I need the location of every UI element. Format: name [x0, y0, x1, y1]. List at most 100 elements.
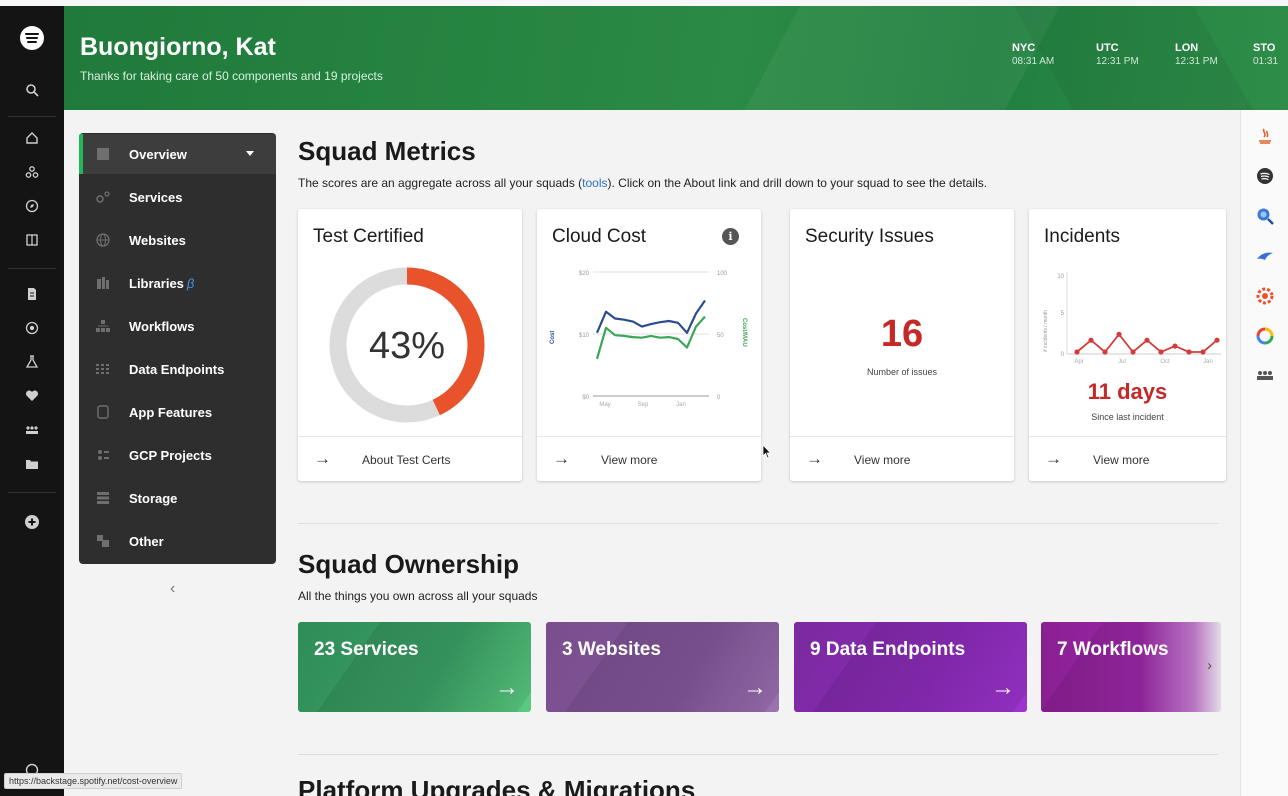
- squad-metrics-description: The scores are an aggregate across all y…: [298, 176, 987, 190]
- search-plugin-icon[interactable]: [1255, 206, 1275, 226]
- card-footer[interactable]: → About Test Certs: [298, 436, 522, 481]
- docs-icon[interactable]: [20, 228, 44, 252]
- beta-badge: β: [186, 275, 195, 291]
- other-icon: [95, 534, 111, 548]
- flask-icon[interactable]: [20, 350, 44, 374]
- folder-icon[interactable]: [20, 452, 44, 476]
- cloud-cost-chart: $20 100 $10 50 $0 0 May Sep Jan Cost Cost/MAU: [550, 271, 747, 408]
- chevron-down-icon[interactable]: [246, 151, 254, 156]
- view-more-link[interactable]: View more: [854, 453, 911, 467]
- page-header: Buongiorno, Kat Thanks for taking care o…: [64, 6, 1288, 110]
- spotify-plugin-icon[interactable]: [1255, 166, 1275, 186]
- clock-utc: UTC 12:31 PM: [1096, 42, 1156, 67]
- card-footer[interactable]: → View more: [1029, 436, 1226, 481]
- squads-icon[interactable]: [20, 418, 44, 442]
- overview-icon: [95, 147, 111, 161]
- sidebar-item-label: Storage: [129, 490, 178, 506]
- sidebar-item-storage[interactable]: Storage: [79, 478, 276, 518]
- home-icon[interactable]: [20, 126, 44, 150]
- sidebar-nav: Overview Services Websites Libraries β Wo…: [79, 133, 276, 564]
- chevron-right-icon[interactable]: ›: [1207, 657, 1212, 674]
- compass-icon[interactable]: [20, 194, 44, 218]
- google-plugin-icon[interactable]: [1255, 326, 1275, 346]
- arrow-right-icon: →: [991, 674, 1015, 701]
- websites-tile[interactable]: 3 Websites →: [546, 622, 779, 712]
- x-tick-label: Oct: [1160, 359, 1170, 365]
- view-more-link[interactable]: View more: [1093, 453, 1150, 467]
- team-plugin-icon[interactable]: [1255, 366, 1275, 386]
- globe-icon: [95, 233, 111, 247]
- sidebar-item-label: Overview: [129, 146, 187, 162]
- x-tick-label: Sep: [638, 402, 649, 408]
- plugin-rail: [1240, 110, 1288, 796]
- clock-city: STO: [1253, 42, 1276, 54]
- donut-progress-arc: [329, 267, 485, 423]
- sidebar-item-label: App Features: [129, 404, 213, 420]
- collapse-sidebar-icon[interactable]: ‹: [170, 580, 176, 597]
- info-icon[interactable]: i: [722, 228, 739, 245]
- x-tick-label: Jan: [1203, 359, 1213, 365]
- platform-upgrades-title: Platform Upgrades & Migrations: [298, 775, 696, 796]
- y2-tick-label: 100: [717, 271, 728, 277]
- days-since-incident-value: 11 days: [1087, 379, 1168, 404]
- card-title: Security Issues: [805, 226, 934, 247]
- target-icon[interactable]: [20, 316, 44, 340]
- sidebar-item-overview[interactable]: Overview: [79, 134, 276, 174]
- sidebar-item-label: Data Endpoints: [129, 361, 225, 377]
- x-tick-label: Apr: [1074, 359, 1083, 365]
- squad-ownership-title: Squad Ownership: [298, 549, 520, 579]
- components-icon[interactable]: [20, 160, 44, 184]
- card-title: Test Certified: [313, 226, 424, 247]
- section-divider: [298, 523, 1218, 524]
- bird-plugin-icon[interactable]: [1255, 246, 1275, 266]
- arrow-right-icon: →: [495, 674, 519, 701]
- sidebar-item-websites[interactable]: Websites: [79, 220, 276, 260]
- card-footer[interactable]: → View more: [790, 436, 1014, 481]
- add-circle-icon[interactable]: [20, 510, 44, 534]
- document-icon[interactable]: [20, 282, 44, 306]
- tools-link[interactable]: tools: [582, 176, 608, 190]
- sidebar-item-services[interactable]: Services: [79, 177, 276, 217]
- data-endpoints-tile[interactable]: 9 Data Endpoints →: [794, 622, 1027, 712]
- java-plugin-icon[interactable]: [1255, 126, 1275, 146]
- clock-time: 12:31 PM: [1096, 56, 1139, 67]
- about-test-certs-link[interactable]: About Test Certs: [362, 453, 451, 467]
- sidebar-item-label: Other: [129, 533, 164, 549]
- clock-time: 12:31 PM: [1175, 56, 1218, 67]
- y2-tick-label: 50: [717, 333, 724, 339]
- heart-monitor-icon[interactable]: [20, 384, 44, 408]
- libraries-label: Libraries: [129, 275, 184, 291]
- incidents-data-point: [1102, 349, 1108, 355]
- sidebar-item-workflows[interactable]: Workflows: [79, 306, 276, 346]
- clock-city: NYC: [1012, 42, 1036, 54]
- incidents-data-point: [1158, 349, 1164, 355]
- sidebar-item-app-features[interactable]: App Features: [79, 392, 276, 432]
- app-features-icon: [95, 405, 111, 419]
- services-tile[interactable]: 23 Services →: [298, 622, 531, 712]
- description-text: ). Click on the About link and drill dow…: [607, 176, 988, 190]
- sidebar-item-label: Services: [129, 189, 183, 205]
- incidents-chart: 10 5 0 # incidents / month Apr Jul Oct Jan: [1043, 272, 1221, 365]
- card-title: Cloud Cost: [552, 226, 646, 247]
- test-certified-value: 43%: [369, 325, 445, 367]
- spotify-logo-icon[interactable]: [20, 26, 44, 50]
- gcp-projects-icon: [95, 448, 111, 462]
- sidebar-item-data-endpoints[interactable]: Data Endpoints: [79, 349, 276, 389]
- view-more-link[interactable]: View more: [601, 453, 658, 467]
- incidents-data-point: [1172, 343, 1178, 349]
- workflows-tile[interactable]: 7 Workflows: [1041, 622, 1221, 712]
- card-footer[interactable]: → View more: [537, 436, 761, 481]
- sidebar-item-libraries[interactable]: Libraries β: [79, 263, 276, 303]
- mouse-cursor-icon: [762, 444, 772, 459]
- gear-plugin-icon[interactable]: [1255, 286, 1275, 306]
- incidents-data-point: [1116, 331, 1122, 337]
- y-tick-label: 0: [1061, 352, 1065, 358]
- clock-lon: LON 12:31 PM: [1175, 42, 1235, 67]
- test-certified-card: Test Certified 43% → About Test Certs: [298, 209, 522, 481]
- y-tick-label: $0: [582, 395, 589, 401]
- sidebar-item-gcp-projects[interactable]: GCP Projects: [79, 435, 276, 475]
- card-title: Incidents: [1044, 226, 1121, 247]
- sidebar-item-other[interactable]: Other: [79, 521, 276, 561]
- search-icon[interactable]: [20, 78, 44, 102]
- cloud-cost-card: Cloud Cost i $20 100 $10 50 $0 0 May Sep Jan Cost…: [537, 209, 761, 481]
